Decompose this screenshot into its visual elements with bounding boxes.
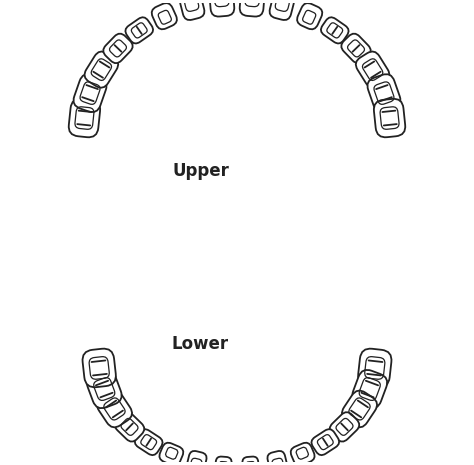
FancyBboxPatch shape [341, 33, 371, 63]
FancyBboxPatch shape [103, 33, 133, 63]
FancyBboxPatch shape [330, 412, 359, 442]
FancyBboxPatch shape [242, 457, 259, 465]
FancyBboxPatch shape [135, 429, 163, 455]
FancyBboxPatch shape [358, 349, 392, 387]
FancyBboxPatch shape [69, 99, 100, 137]
FancyBboxPatch shape [374, 99, 405, 137]
FancyBboxPatch shape [342, 391, 377, 427]
FancyBboxPatch shape [321, 17, 348, 44]
FancyBboxPatch shape [270, 0, 294, 20]
FancyBboxPatch shape [84, 52, 118, 88]
FancyBboxPatch shape [115, 412, 144, 442]
FancyBboxPatch shape [352, 370, 387, 408]
FancyBboxPatch shape [126, 17, 153, 44]
FancyBboxPatch shape [267, 451, 287, 465]
FancyBboxPatch shape [311, 429, 339, 455]
FancyBboxPatch shape [73, 74, 107, 112]
FancyBboxPatch shape [87, 370, 122, 408]
FancyBboxPatch shape [210, 0, 234, 17]
FancyBboxPatch shape [240, 0, 264, 17]
FancyBboxPatch shape [187, 451, 207, 465]
FancyBboxPatch shape [297, 3, 322, 29]
FancyBboxPatch shape [367, 74, 401, 112]
FancyBboxPatch shape [159, 443, 183, 465]
FancyBboxPatch shape [180, 0, 204, 20]
FancyBboxPatch shape [215, 457, 232, 465]
Text: Lower: Lower [172, 335, 229, 352]
FancyBboxPatch shape [152, 3, 177, 29]
FancyBboxPatch shape [291, 443, 315, 465]
FancyBboxPatch shape [356, 52, 390, 88]
Text: Upper: Upper [172, 162, 229, 180]
FancyBboxPatch shape [97, 391, 132, 427]
FancyBboxPatch shape [82, 349, 116, 387]
